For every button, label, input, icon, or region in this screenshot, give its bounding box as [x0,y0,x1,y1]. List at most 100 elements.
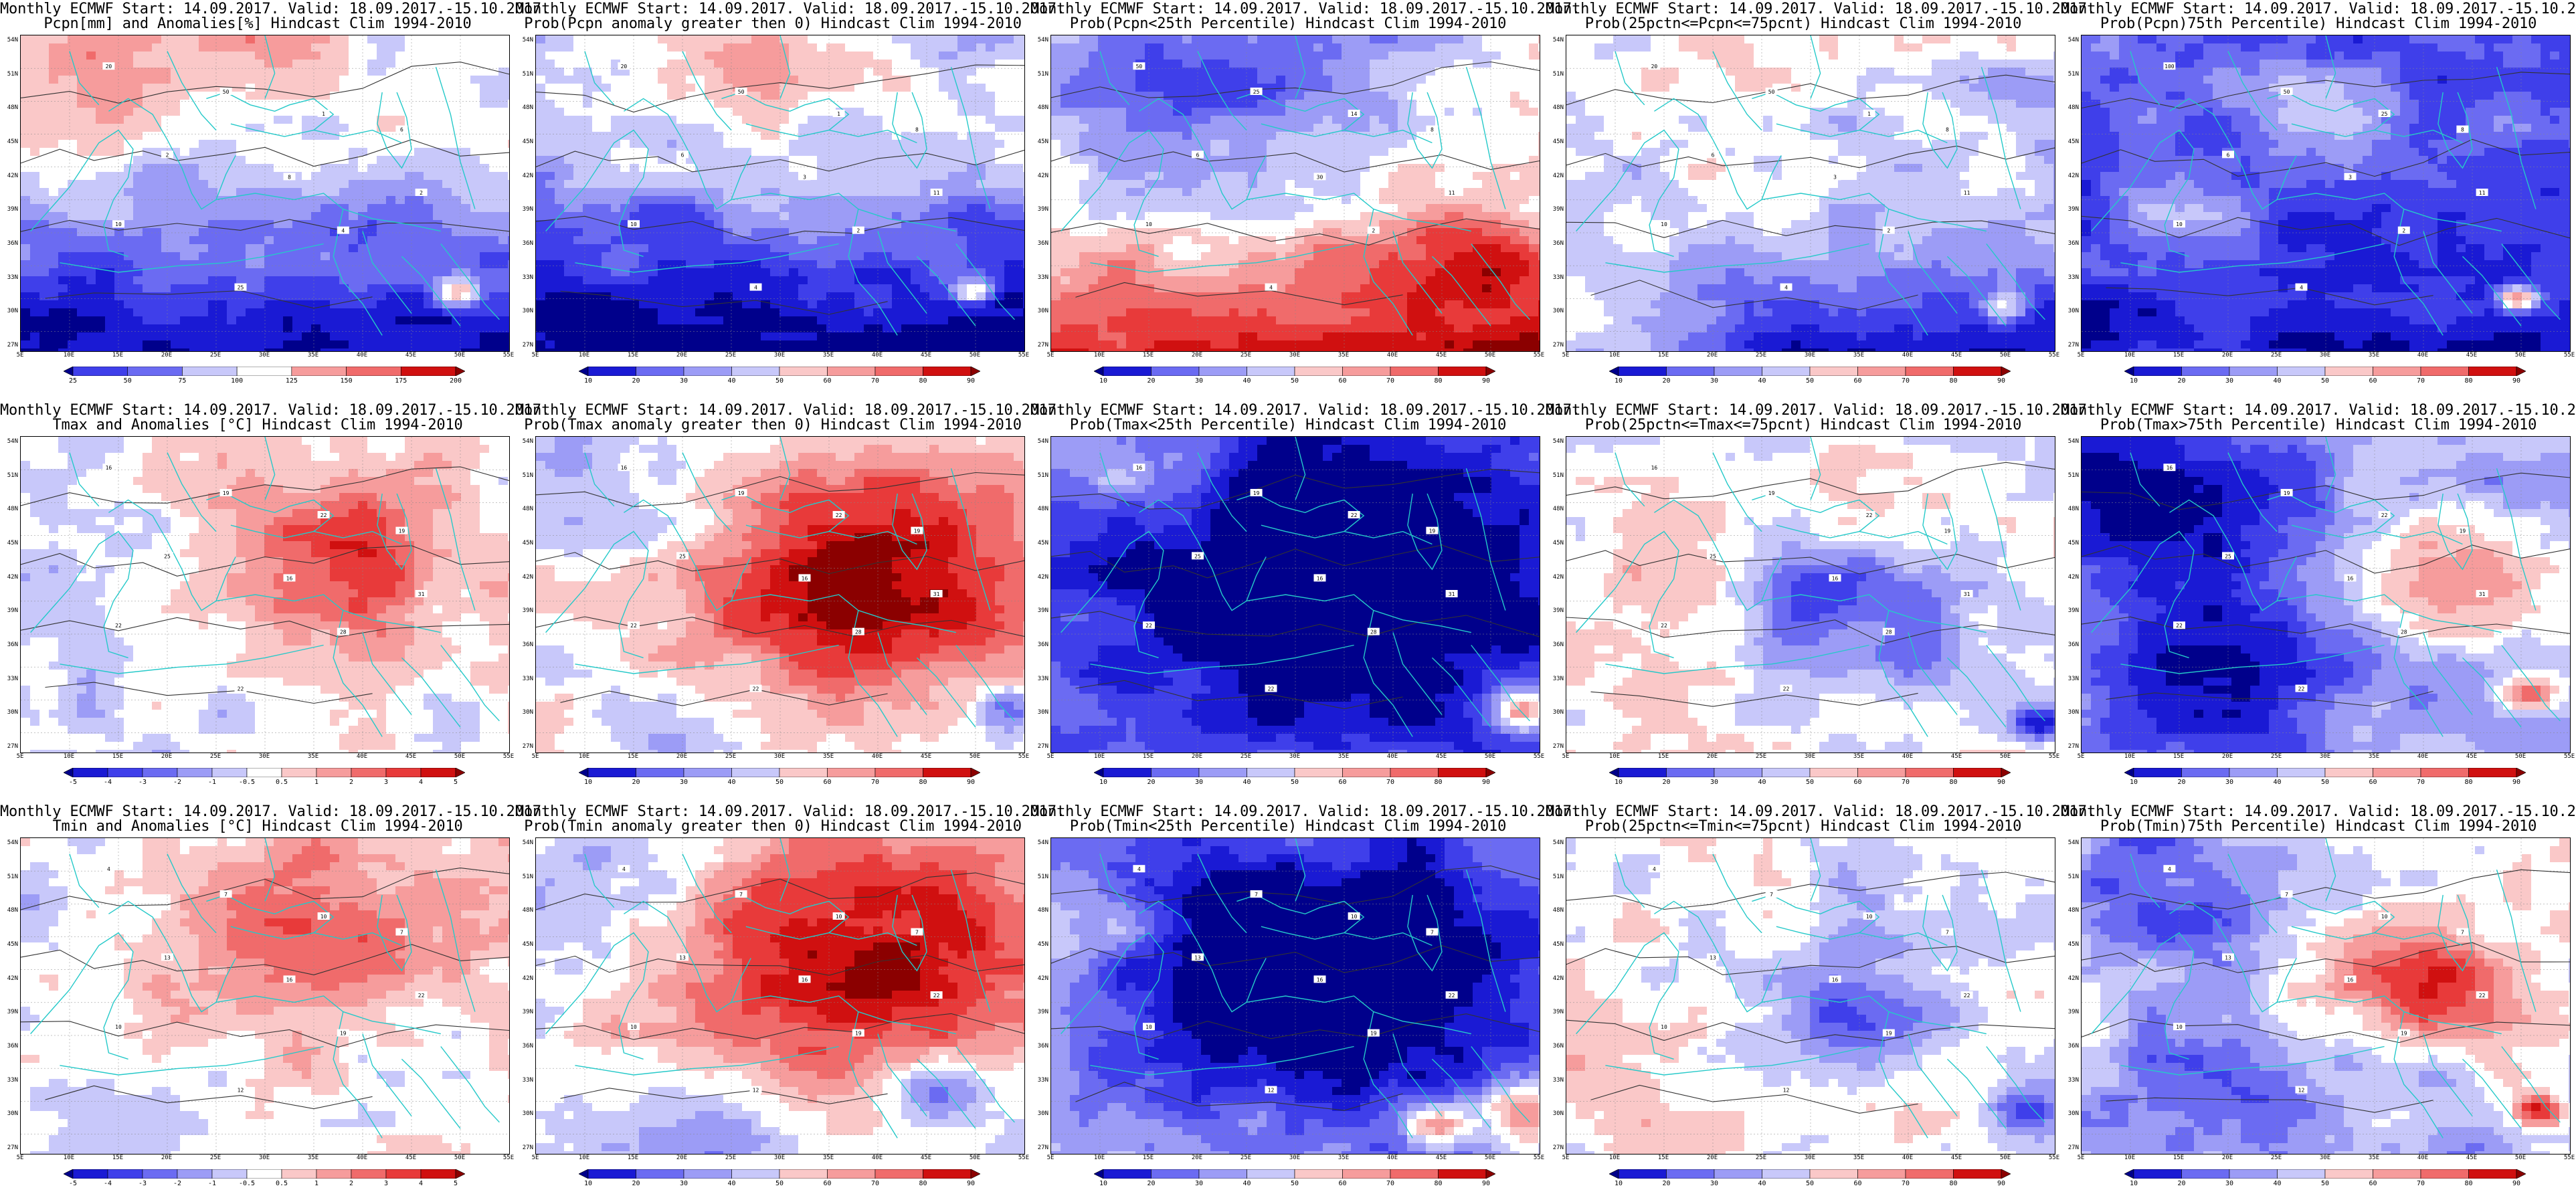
field-cell [77,220,87,229]
field-cell [489,244,499,253]
field-cell [854,244,864,253]
field-cell [658,124,668,132]
field-cell [573,220,583,229]
field-cell [208,252,218,261]
field-cell [592,236,602,245]
field-cell [939,100,949,108]
field-cell [1192,43,1202,52]
field-cell [901,148,911,157]
field-cell [433,172,443,181]
field-cell [1014,332,1024,341]
field-cell [30,116,40,124]
latitude-label: 33N [7,274,18,281]
field-cell [873,35,883,44]
field-cell [723,244,733,253]
field-cell [86,140,96,148]
field-cell [892,76,902,84]
field-cell [395,212,405,221]
field-cell [105,252,115,261]
field-cell [1482,84,1492,92]
field-cell [583,52,593,60]
field-cell [217,140,227,148]
field-cell [105,220,115,229]
field-cell [236,260,246,269]
field-cell [452,132,462,140]
field-cell [639,236,649,245]
field-cell [1004,324,1014,333]
field-cell [648,60,658,68]
field-cell [199,60,209,68]
field-cell [564,52,574,60]
field-cell [536,244,546,253]
field-cell [770,244,780,253]
field-cell [798,340,808,349]
field-cell [283,164,293,173]
field-cell [648,116,658,124]
field-cell [648,332,658,341]
field-cell [845,124,855,132]
field-cell [864,324,874,333]
field-cell [658,244,668,253]
field-cell [199,92,209,100]
coastline [435,66,476,209]
field-cell [555,308,565,317]
field-cell [424,252,434,261]
field-cell [480,100,490,108]
field-cell [161,76,171,84]
field-cell [536,260,546,269]
field-cell [1351,60,1361,68]
field-cell [508,116,509,124]
colorbar-segment [923,367,972,376]
field-cell [995,340,1005,349]
field-cell [723,340,733,349]
field-cell [639,268,649,277]
field-cell [208,212,218,221]
field-cell [292,340,302,349]
field-cell [920,196,930,205]
field-cell [189,284,199,293]
field-cell [264,156,274,165]
field-cell [583,100,593,108]
field-cell [779,244,790,253]
field-cell [236,68,246,76]
field-cell [1023,348,1024,351]
field-cell [555,260,565,269]
field-cell [1267,52,1277,60]
field-cell [424,172,434,181]
field-cell [199,324,209,333]
field-cell [789,212,799,221]
field-cell [1061,100,1071,108]
field-cell [508,268,509,277]
field-cell [1463,60,1473,68]
field-cell [667,35,677,44]
field-cell [808,76,818,84]
field-cell [686,108,696,116]
field-cell [152,116,162,124]
field-cell [714,188,724,197]
field-cell [583,35,593,44]
field-cell [114,212,124,221]
field-cell [798,220,808,229]
field-cell [779,324,790,333]
field-cell [1482,43,1492,52]
field-cell [152,252,162,261]
field-cell [798,212,808,221]
field-cell [995,204,1005,213]
field-cell [1416,84,1427,92]
field-cell [742,35,752,44]
field-cell [236,332,246,341]
field-cell [573,180,583,189]
field-cell [21,300,31,309]
field-cell [1229,35,1239,44]
field-cell [817,172,827,181]
field-cell [733,348,743,351]
field-cell [592,316,602,325]
field-cell [705,68,715,76]
field-cell [339,76,349,84]
point-value-label: 4 [754,285,757,291]
field-cell [1051,68,1061,76]
field-cell [377,236,387,245]
field-cell [1145,43,1155,52]
field-cell [311,204,321,213]
field-cell [723,43,733,52]
